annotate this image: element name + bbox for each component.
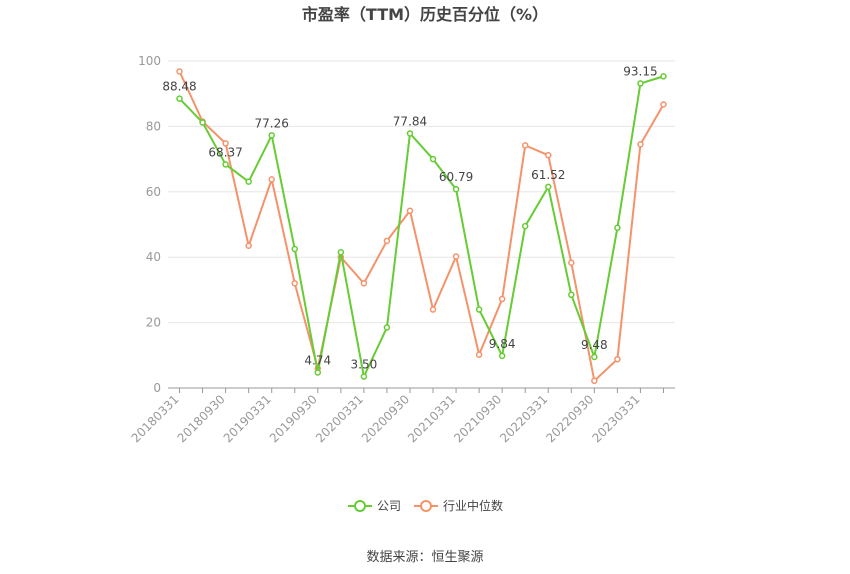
source-note: 数据来源：恒生聚源 [366,550,483,565]
x-tick-label: 20230331 [589,392,642,445]
data-label: 60.79 [439,170,473,184]
data-point[interactable] [268,176,275,183]
data-point[interactable] [475,351,483,358]
data-point[interactable] [245,242,252,250]
legend[interactable]: 公司 行业中位数 [348,498,503,513]
data-point[interactable] [245,178,252,185]
data-point[interactable] [660,73,667,80]
x-tick-label: 20190930 [267,392,320,445]
data-point[interactable] [268,132,275,139]
x-tick-label: 20180331 [129,392,182,445]
data-point[interactable] [660,101,667,108]
x-tick-label: 20180930 [175,392,228,445]
data-label: 88.48 [162,80,196,94]
data-point[interactable] [406,207,414,215]
y-tick-label: 60 [146,185,161,199]
data-point[interactable] [222,161,229,168]
x-axis-ticks: 2018033120180930201903312019093020200331… [129,388,664,445]
data-label: 4.74 [304,354,331,368]
data-point[interactable] [383,237,391,245]
data-labels: 88.48 68.37 77.26 4.74 3.50 77.84 60.79 9.84 61.… [162,64,657,371]
data-label: 9.48 [581,338,608,352]
data-point[interactable] [614,355,621,363]
data-point[interactable] [568,259,575,267]
data-point[interactable] [429,155,437,163]
data-label: 77.26 [255,116,289,130]
data-point[interactable] [383,324,391,331]
data-point[interactable] [498,352,506,360]
data-point[interactable] [591,353,598,361]
data-point[interactable] [291,280,298,287]
legend-label[interactable]: 行业中位数 [443,498,503,513]
data-point[interactable] [545,151,552,159]
data-point[interactable] [521,142,529,149]
grid [168,60,675,324]
data-label: 3.50 [351,358,378,372]
y-tick-label: 0 [153,381,161,395]
data-point[interactable] [568,291,575,299]
data-point[interactable] [591,377,598,385]
data-point[interactable] [176,68,183,75]
data-point[interactable] [452,253,460,260]
data-point[interactable] [498,295,506,303]
data-point[interactable] [360,373,368,380]
x-tick-label: 20190331 [221,392,274,445]
data-point[interactable] [521,222,529,230]
data-point[interactable] [614,224,621,232]
data-label: 61.52 [531,168,565,182]
data-point[interactable] [637,141,644,148]
data-point[interactable] [429,306,437,313]
y-tick-label: 40 [146,250,161,264]
y-tick-label: 100 [138,54,161,68]
x-tick-label: 20200331 [313,392,366,445]
data-point[interactable] [291,245,298,253]
series-line-0 [178,75,664,378]
y-tick-label: 20 [146,316,161,330]
legend-swatch-marker[interactable] [354,500,366,512]
chart-title: 市盈率（TTM）历史百分位（%） [302,5,548,24]
data-point[interactable] [176,95,183,102]
data-label: 9.84 [489,337,516,351]
x-tick-label: 20210930 [451,392,504,445]
x-tick-label: 20210331 [405,392,458,445]
data-point[interactable] [406,130,414,137]
x-tick-label: 20220331 [497,392,550,445]
y-tick-label: 80 [146,119,161,133]
data-point[interactable] [475,306,483,313]
series-line-1 [178,71,665,382]
legend-label[interactable]: 公司 [377,499,401,513]
x-tick-label: 20200930 [359,392,412,445]
legend-swatch-marker[interactable] [420,500,432,512]
data-label: 93.15 [623,64,657,78]
data-point[interactable] [314,369,322,376]
data-point[interactable] [637,80,644,87]
series-layer [176,68,667,385]
data-label: 68.37 [208,145,242,159]
data-point[interactable] [337,249,345,256]
data-label: 77.84 [393,114,427,128]
data-point[interactable] [199,119,206,126]
data-point[interactable] [222,140,229,147]
data-point[interactable] [360,280,368,287]
data-point[interactable] [545,183,552,191]
y-axis: 0 20 40 60 80 100 [138,54,161,395]
data-point[interactable] [452,185,460,193]
x-tick-label: 20220930 [543,392,596,445]
